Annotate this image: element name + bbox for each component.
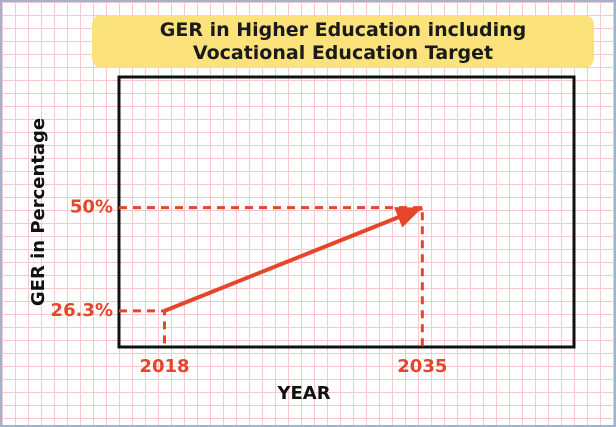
- x-axis-label: YEAR: [276, 383, 330, 404]
- chart-title: GER in Higher Education including Vocati…: [159, 18, 527, 64]
- x-tick-label: 2035: [397, 356, 447, 377]
- title-box: GER in Higher Education including Vocati…: [92, 15, 594, 68]
- line: [163, 205, 424, 313]
- guide-line: [119, 309, 166, 347]
- value-label: 50%: [70, 197, 113, 218]
- arrowhead: [394, 207, 423, 228]
- plot-frame: [117, 75, 576, 349]
- y-axis-label: GER in Percentage: [28, 118, 49, 306]
- guide-line: [119, 206, 424, 347]
- value-label: 26.3%: [51, 300, 113, 321]
- x-tick-label: 2018: [139, 356, 189, 377]
